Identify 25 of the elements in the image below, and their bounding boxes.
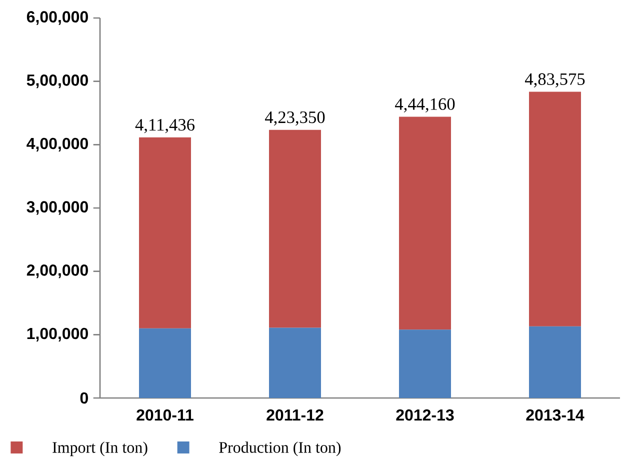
bar [139,137,192,328]
legend-label: Import (In ton) [52,442,148,456]
total-label: 4,11,436 [135,119,195,134]
y-tick-label: 4,00,000 [26,138,88,152]
total-label: 4,83,575 [524,73,585,88]
total-label: 4,44,160 [395,98,455,112]
y-tick-label: 5,00,000 [26,74,88,88]
x-tick-label: 2013-14 [526,409,584,421]
y-tick-label: 2,00,000 [26,264,88,278]
x-tick-label: 2012-13 [396,409,454,421]
bar [399,330,451,398]
y-tick-label: 6,00,000 [26,11,88,25]
y-tick-label: 0 [80,392,88,404]
bar [269,130,321,328]
y-tick-label: 3,00,000 [26,201,88,215]
legend-label: Production (In ton) [219,442,341,456]
bar [399,116,451,330]
bar [528,326,581,398]
total-label: 4,23,350 [265,111,325,126]
y-tick-label: 1,00,000 [27,328,88,342]
x-tick-label: 2010-11 [136,409,194,421]
bar [269,328,321,398]
bar [528,92,581,326]
x-tick-label: 2011-12 [266,409,324,421]
bar [139,328,192,398]
